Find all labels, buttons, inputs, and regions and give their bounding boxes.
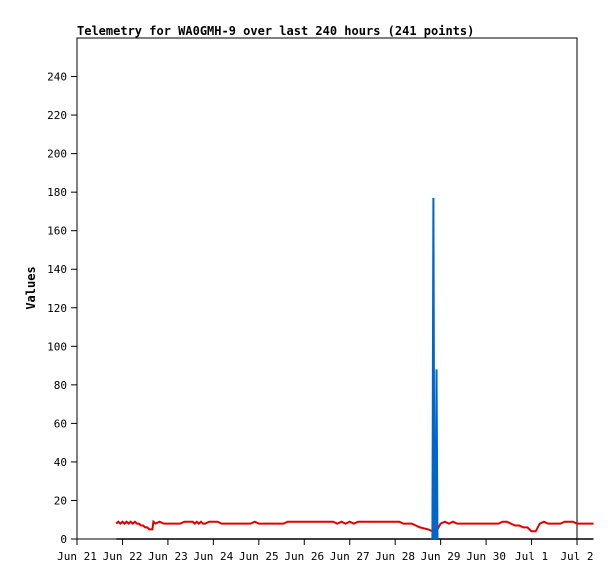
x-axis-ticks: Jun 21 Jun 22 Jun 23 Jun 24 Jun 25 Jun 26 Jun … — [57, 539, 594, 563]
y-tick-label: 180 — [47, 186, 67, 199]
x-tick-label: Jun 27 — [330, 550, 370, 563]
x-tick-label: Jun 24 — [193, 550, 233, 563]
y-axis-ticks: 0 20 40 60 80 100 120 140 160 180 200 220 240 — [47, 71, 77, 546]
chart-title: Telemetry for WA0GMH-9 over last 240 hou… — [77, 24, 474, 38]
y-tick-label: 160 — [47, 225, 67, 238]
x-tick-label: Jul 2 — [560, 550, 593, 563]
y-tick-label: 200 — [47, 148, 67, 161]
x-tick-label: Jun 25 — [239, 550, 279, 563]
series-line-1 — [115, 519, 594, 533]
x-tick-label: Jul 1 — [515, 550, 548, 563]
y-tick-label: 240 — [47, 71, 67, 84]
x-tick-label: Jun 30 — [466, 550, 506, 563]
x-tick-label: Jun 22 — [103, 550, 143, 563]
x-tick-label: Jun 23 — [148, 550, 188, 563]
x-tick-label: Jun 26 — [284, 550, 324, 563]
y-tick-label: 120 — [47, 302, 67, 315]
x-tick-label: Jun 29 — [421, 550, 461, 563]
y-tick-label: 100 — [47, 340, 67, 353]
y-axis-label: Values — [24, 266, 38, 309]
y-tick-label: 140 — [47, 263, 67, 276]
plot-area — [76, 37, 578, 540]
x-tick-label: Jun 21 — [57, 550, 97, 563]
x-tick-label: Jun 28 — [375, 550, 415, 563]
y-tick-label: 220 — [47, 109, 67, 122]
series-layer — [115, 197, 594, 540]
y-tick-label: 40 — [54, 456, 67, 469]
series-line-3 — [431, 197, 439, 540]
y-tick-label: 60 — [54, 417, 67, 430]
y-tick-label: 20 — [54, 494, 67, 507]
y-tick-label: 80 — [54, 379, 67, 392]
y-tick-label: 0 — [60, 533, 67, 546]
